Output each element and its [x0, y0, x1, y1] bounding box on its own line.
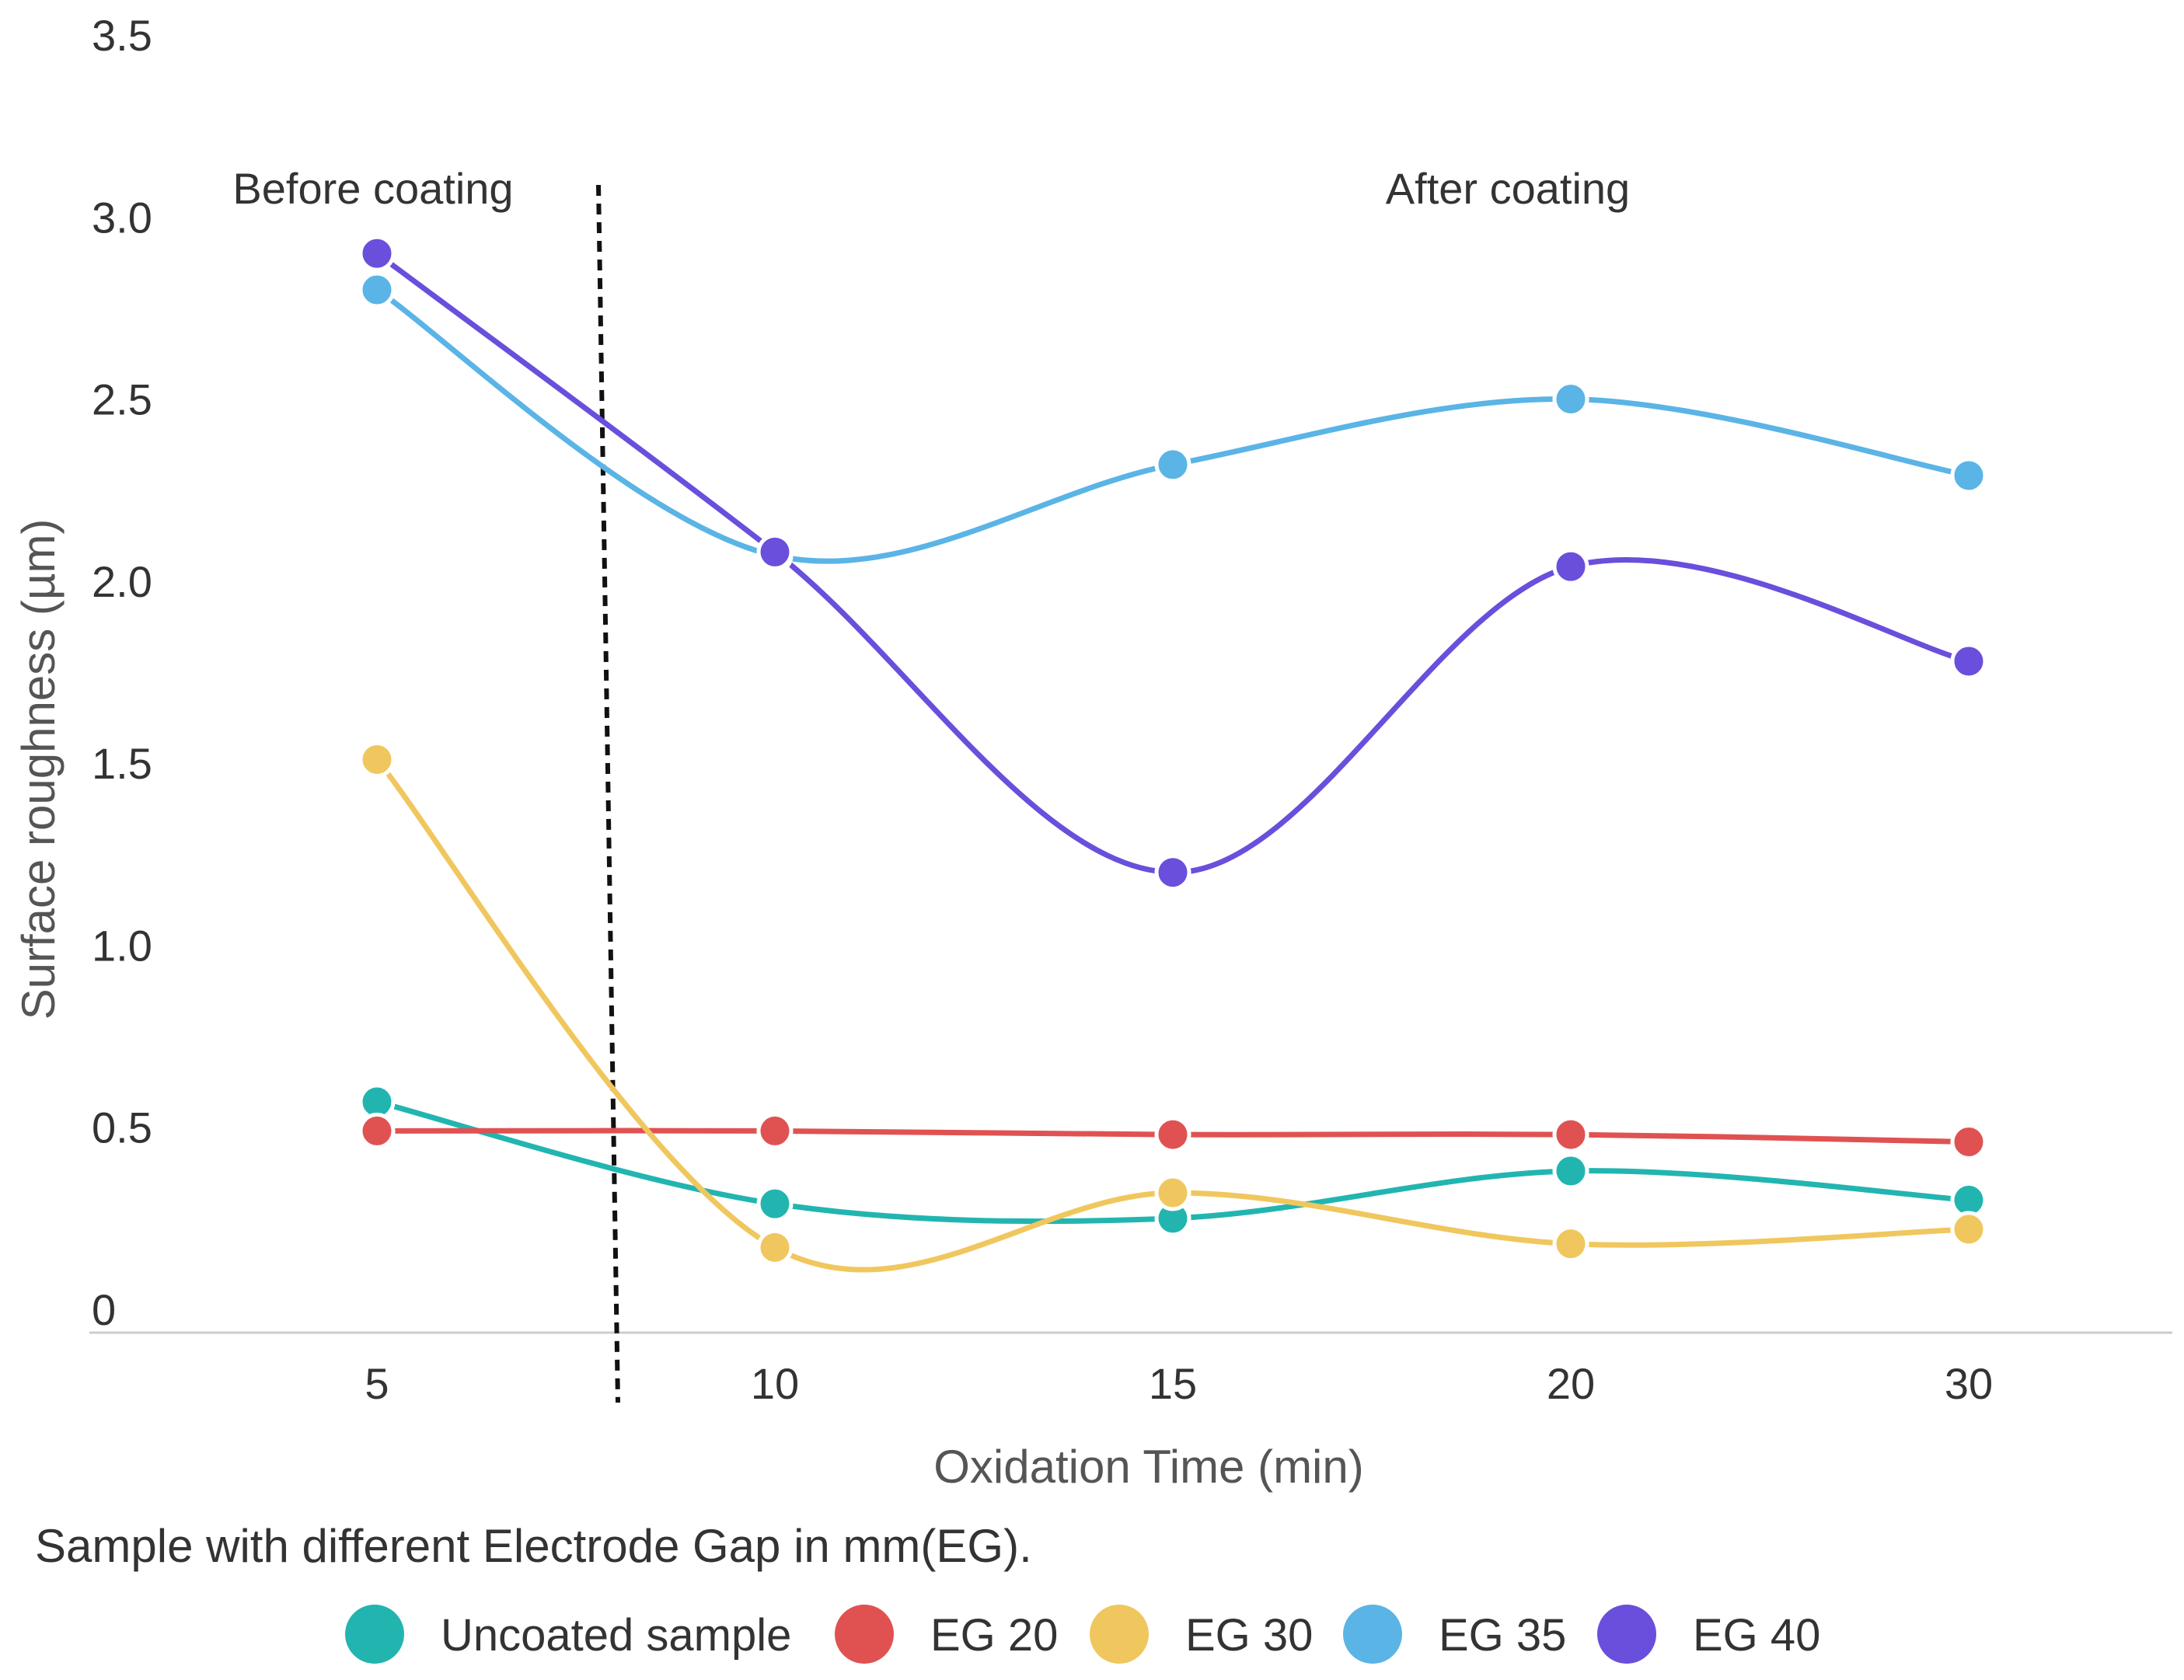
y-tick-labels: 0 0.5 1.0 1.5 2.0 2.5 3.0 3.5 [92, 11, 152, 1334]
data-point-eg-40 [1950, 643, 1987, 680]
data-point-eg-20 [1154, 1116, 1191, 1153]
legend-label-eg-35: EG 35 [1439, 1610, 1566, 1661]
y-tick-label: 3.0 [92, 193, 152, 242]
x-tick-labels: 5 10 15 20 30 [365, 1359, 1993, 1408]
legend-marker-eg-40 [1597, 1605, 1656, 1664]
y-tick-label: 0 [92, 1285, 116, 1334]
before-coating-label: Before coating [232, 164, 513, 213]
x-axis-title: Oxidation Time (min) [933, 1441, 1363, 1493]
series-line-eg-30 [374, 756, 1972, 1273]
data-point-eg-30 [1154, 1174, 1191, 1211]
series-line-eg-40 [374, 250, 1972, 876]
legend-title: Sample with different Electrode Gap in m… [35, 1520, 1032, 1572]
coating-divider-line [596, 184, 620, 1403]
data-point-eg-30 [756, 1229, 794, 1266]
data-point-eg-20 [1950, 1123, 1987, 1160]
x-tick-label: 10 [751, 1359, 799, 1408]
y-tick-label: 3.5 [92, 11, 152, 60]
legend-label-eg-40: EG 40 [1693, 1610, 1820, 1661]
series-line-eg-35 [374, 287, 1972, 564]
x-tick-label: 30 [1945, 1359, 1993, 1408]
data-point-eg-40 [358, 235, 396, 272]
data-point-eg-35 [1950, 457, 1987, 494]
y-tick-label: 0.5 [92, 1103, 152, 1152]
data-point-uncoated-sample [1552, 1152, 1589, 1190]
data-point-eg-20 [756, 1112, 794, 1149]
data-point-eg-35 [1552, 381, 1589, 418]
y-tick-label: 2.0 [92, 557, 152, 606]
y-axis-title: Surface roughness (µm) [12, 519, 65, 1020]
data-point-eg-40 [1154, 854, 1191, 891]
data-point-eg-35 [358, 271, 396, 308]
legend-label-eg-30: EG 30 [1185, 1610, 1313, 1661]
x-tick-label: 20 [1547, 1359, 1595, 1408]
data-point-eg-30 [358, 741, 396, 778]
data-point-uncoated-sample [756, 1185, 794, 1222]
x-tick-label: 15 [1149, 1359, 1197, 1408]
data-point-eg-20 [358, 1112, 396, 1149]
legend-marker-eg-30 [1090, 1605, 1149, 1664]
x-tick-label: 5 [365, 1359, 389, 1408]
legend-marker-eg-20 [835, 1605, 894, 1664]
legend-marker-uncoated-sample [345, 1605, 404, 1664]
data-point-eg-40 [1552, 548, 1589, 585]
data-point-eg-35 [1154, 446, 1191, 483]
after-coating-label: After coating [1386, 164, 1630, 213]
data-point-eg-20 [1552, 1116, 1589, 1153]
y-tick-label: 1.0 [92, 921, 152, 970]
data-point-eg-40 [756, 533, 794, 570]
legend-marker-eg-35 [1343, 1605, 1402, 1664]
data-point-eg-30 [1552, 1225, 1589, 1263]
legend-label-uncoated-sample: Uncoated sample [441, 1610, 791, 1661]
legend-label-eg-20: EG 20 [930, 1610, 1058, 1661]
y-tick-label: 2.5 [92, 375, 152, 424]
y-tick-label: 1.5 [92, 739, 152, 788]
legend: Uncoated sample EG 20 EG 30 EG 35 EG 40 [345, 1605, 1820, 1664]
series-points [358, 235, 1987, 1266]
data-point-eg-30 [1950, 1211, 1987, 1248]
